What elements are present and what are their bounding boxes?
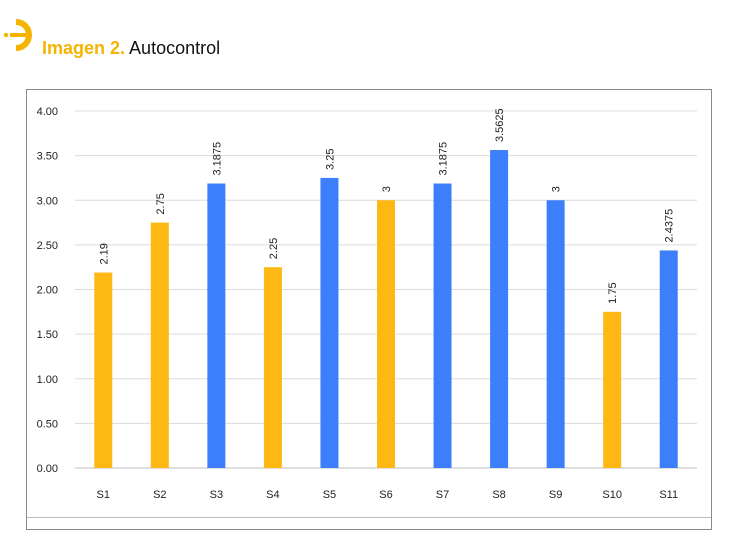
x-tick-label: S6 <box>379 489 392 501</box>
data-label: 2.25 <box>268 238 280 259</box>
bar <box>263 267 282 468</box>
y-tick-label: 4.00 <box>37 106 58 118</box>
data-label: 3.5625 <box>494 108 506 142</box>
bar <box>490 150 509 468</box>
bar <box>377 200 395 468</box>
figure-title-prefix: Imagen 2. <box>42 38 126 58</box>
x-tick-label: S3 <box>210 489 223 501</box>
data-label: 2.75 <box>155 193 167 214</box>
x-tick-label: S9 <box>549 489 562 501</box>
bar <box>546 200 565 468</box>
y-tick-label: 1.50 <box>37 329 58 341</box>
bar <box>433 183 452 468</box>
brand-logo-icon <box>3 19 32 51</box>
bar <box>150 222 169 468</box>
x-tick-label: S5 <box>323 489 336 501</box>
data-label: 1.75 <box>607 282 619 303</box>
bar <box>659 250 678 468</box>
x-tick-label: S8 <box>492 489 505 501</box>
figure-title-main: Autocontrol <box>129 38 221 58</box>
y-tick-label: 1.00 <box>37 374 58 386</box>
header: Imagen 2. Autocontrol <box>0 0 738 80</box>
chart-footer-divider <box>27 517 711 518</box>
x-tick-label: S11 <box>659 489 678 501</box>
data-label: 2.19 <box>98 243 110 264</box>
data-label: 3.25 <box>324 149 336 170</box>
figure-title: Imagen 2. Autocontrol <box>42 38 220 59</box>
data-label: 2.4375 <box>664 209 676 243</box>
data-label: 3.1875 <box>438 142 450 176</box>
y-tick-label: 2.50 <box>37 240 58 252</box>
data-label: 3.1875 <box>211 142 223 176</box>
bar <box>603 311 622 468</box>
x-tick-label: S1 <box>97 489 110 501</box>
y-tick-label: 2.00 <box>37 285 58 297</box>
data-label: 3 <box>381 186 393 192</box>
y-tick-label: 0.50 <box>37 418 58 430</box>
chart-frame <box>26 89 712 530</box>
bar <box>94 272 113 468</box>
bar <box>320 177 339 468</box>
x-tick-label: S4 <box>266 489 279 501</box>
data-label: 3 <box>551 186 563 192</box>
y-tick-label: 0.00 <box>37 463 58 475</box>
x-tick-label: S2 <box>153 489 166 501</box>
x-tick-label: S10 <box>602 489 622 501</box>
x-tick-label: S7 <box>436 489 449 501</box>
bar <box>207 183 226 468</box>
y-tick-label: 3.50 <box>37 151 58 163</box>
y-tick-label: 3.00 <box>37 195 58 207</box>
